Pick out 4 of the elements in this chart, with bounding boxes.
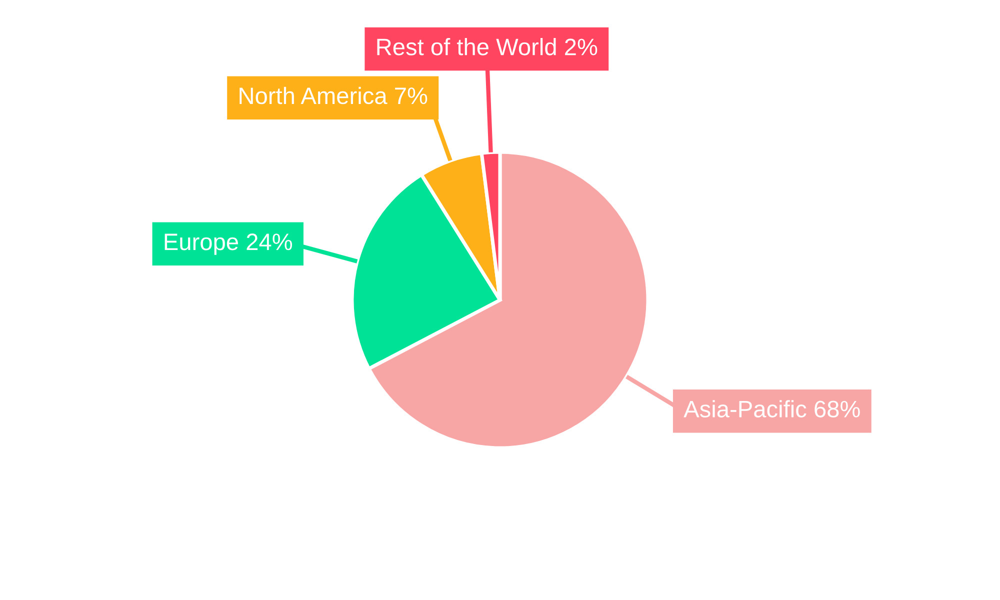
slice-label: Rest of the World 2%	[377, 38, 598, 56]
slice-label: Asia-Pacific 68%	[684, 400, 860, 418]
slice-label: North America 7%	[240, 86, 428, 104]
slice-label: Europe 24%	[164, 234, 292, 255]
